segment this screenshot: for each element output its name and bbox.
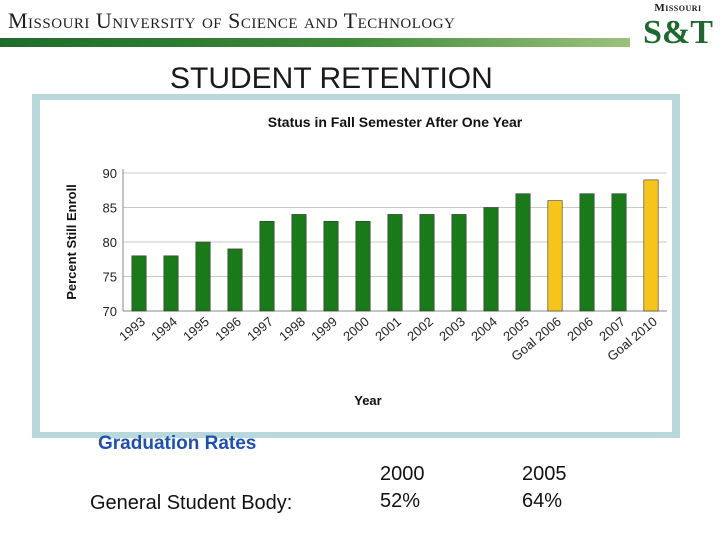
x-tick-label: 2002 (404, 314, 436, 344)
x-tick-label: 1994 (148, 314, 180, 344)
general-student-body-label: General Student Body: (90, 492, 293, 514)
graduation-column-2005: 2005 64% (522, 461, 567, 515)
graduation-year: 2000 (380, 463, 425, 485)
x-tick-label: 2003 (436, 314, 468, 344)
y-tick-label: 70 (103, 304, 117, 319)
bar (387, 214, 403, 312)
chart-frame: Status in Fall Semester After One Year 70… (32, 94, 680, 438)
bar (611, 193, 627, 312)
x-tick-label: 2000 (340, 314, 372, 344)
x-tick-label: 2006 (564, 314, 596, 344)
bar (355, 221, 371, 312)
graduation-rate: 52% (380, 490, 421, 512)
x-tick-label: 1996 (212, 314, 244, 344)
slide-title: STUDENT RETENTION (170, 62, 493, 95)
x-tick-label: 1999 (308, 314, 340, 344)
y-tick-label: 80 (103, 235, 117, 250)
chart-panel: Status in Fall Semester After One Year 70… (40, 100, 672, 432)
chart-title: Status in Fall Semester After One Year (268, 114, 523, 130)
x-tick-label: 1995 (180, 314, 212, 344)
y-tick-label: 85 (103, 201, 117, 216)
bar (579, 193, 595, 312)
graduation-column-2000: 2000 52% (380, 461, 425, 515)
bar (259, 221, 275, 312)
bar (163, 255, 179, 312)
x-tick-label: 2001 (372, 314, 404, 344)
bar (547, 200, 563, 312)
y-tick-label: 90 (103, 166, 117, 181)
retention-chart: Status in Fall Semester After One Year 70… (64, 114, 667, 408)
y-axis-label: Percent Still Enroll (64, 184, 79, 300)
bar (515, 193, 531, 312)
graduation-heading: Graduation Rates (98, 433, 257, 454)
logo-main-text: S&T (643, 14, 713, 51)
y-tick-label: 75 (103, 270, 117, 285)
university-name: Missouri University of Science and Techn… (8, 8, 456, 33)
bar (483, 207, 499, 312)
graduation-rate: 64% (522, 490, 563, 512)
bar (195, 241, 211, 312)
bar (323, 221, 339, 312)
logo-top-text: Missouri (654, 2, 702, 14)
x-axis-label: Year (354, 393, 381, 408)
university-logo: Missouri S&T (642, 2, 714, 64)
bar (451, 214, 467, 312)
bar (227, 248, 243, 312)
bar (131, 255, 147, 312)
x-tick-label: 1998 (276, 314, 308, 344)
graduation-year: 2005 (522, 463, 567, 485)
x-tick-label: 2004 (468, 314, 500, 344)
bar (291, 214, 307, 312)
header-bar (0, 38, 630, 47)
x-tick-label: 1993 (116, 314, 148, 344)
x-tick-label: 1997 (244, 314, 276, 344)
bar (419, 214, 435, 312)
bar (643, 179, 659, 312)
